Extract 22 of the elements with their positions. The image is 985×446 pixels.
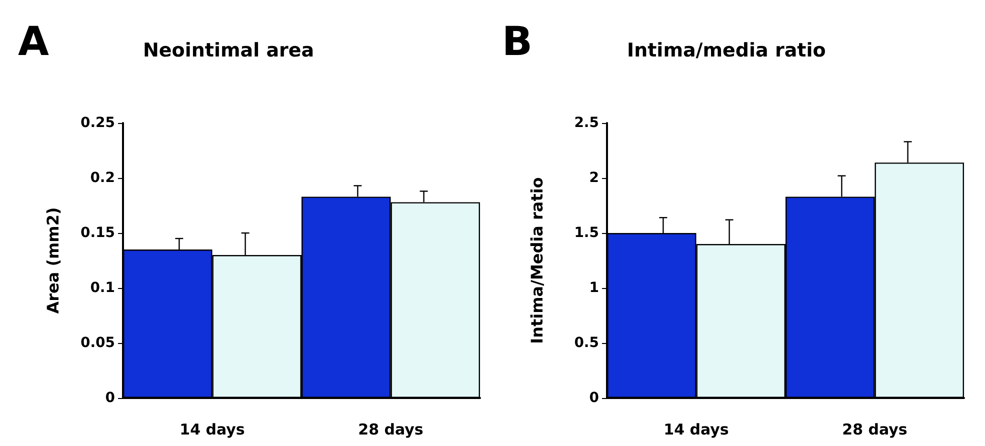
y-tick-label: 0: [589, 390, 600, 406]
y-tick-label: 0.25: [80, 115, 115, 131]
y-tick-label: 0.2: [90, 170, 115, 186]
x-tick-label: 14 days: [180, 420, 245, 438]
y-tick-label: 1.5: [574, 225, 599, 241]
x-tick-label: 28 days: [842, 420, 908, 438]
y-tick-label: 0: [105, 390, 116, 406]
y-tick-label: 2: [589, 170, 599, 186]
y-tick-label: 0.5: [574, 335, 599, 351]
text: B: [502, 19, 532, 65]
y-tick-label: 0.1: [90, 280, 115, 296]
chart-title: Neointimal area: [143, 40, 314, 62]
text: A: [18, 19, 49, 65]
y-axis-title: Area (mm2): [44, 207, 62, 314]
chart-title: Intima/media ratio: [627, 40, 826, 62]
y-tick-label: 0.15: [80, 225, 115, 241]
x-tick-label: 14 days: [664, 420, 729, 438]
y-axis-title: Intima/Media ratio: [528, 177, 546, 344]
y-tick-label: 0.05: [80, 335, 115, 351]
y-tick-label: 1: [589, 280, 599, 296]
x-tick-label: 28 days: [358, 420, 424, 438]
y-tick-label: 2.5: [574, 115, 599, 131]
